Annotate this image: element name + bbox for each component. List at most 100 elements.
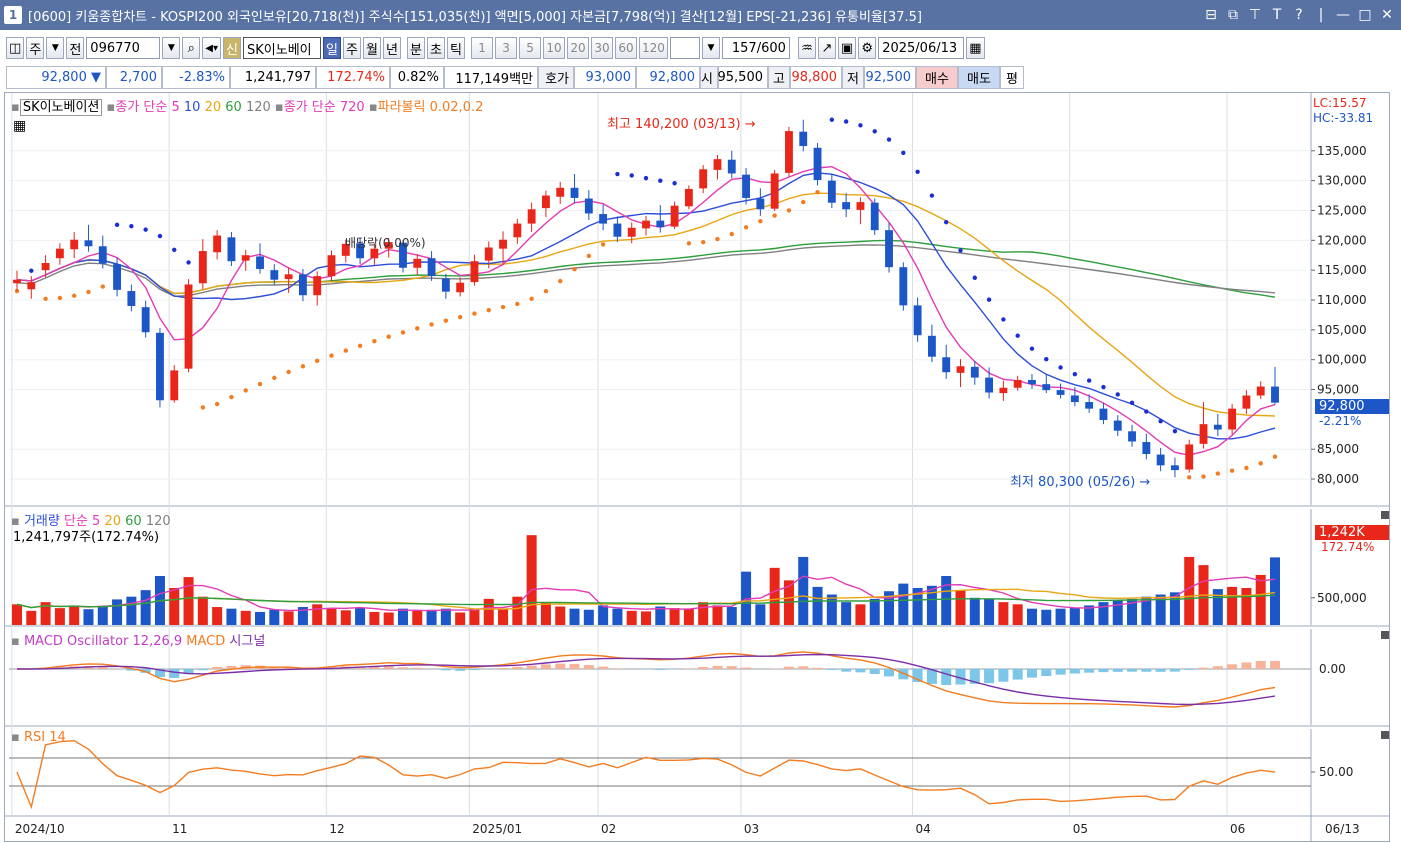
count-input[interactable]: 157/600 <box>721 37 790 59</box>
sar-dot <box>429 322 434 327</box>
tab-tick[interactable]: 틱 <box>447 37 466 59</box>
tab-day[interactable]: 일 <box>323 37 342 59</box>
candle-body <box>885 230 893 268</box>
price-tick-label: 100,000 <box>1317 353 1367 367</box>
bid-price: 92,800 <box>636 66 700 89</box>
candle-body <box>384 242 393 249</box>
candle-body <box>656 220 665 228</box>
vma60-label: 60 <box>125 514 142 529</box>
vma5-label: 5 <box>92 514 101 529</box>
interval-20[interactable]: 20 <box>567 37 590 59</box>
volume-label[interactable]: 거래량 <box>23 514 60 529</box>
macd-oscillator-bar <box>826 669 837 670</box>
interval-1[interactable]: 1 <box>471 37 494 59</box>
layout-icon[interactable]: ⊟ <box>1205 7 1217 23</box>
volume-tag: 1,242K <box>1315 525 1389 540</box>
tab-month[interactable]: 월 <box>363 37 382 59</box>
interval-dropdown-icon[interactable]: ▼ <box>701 37 720 59</box>
tab-second[interactable]: 초 <box>427 37 446 59</box>
interval-5[interactable]: 5 <box>519 37 542 59</box>
stock-code-input[interactable]: 096770 <box>86 37 161 59</box>
volume-bar <box>283 611 294 625</box>
price-tick-label: 130,000 <box>1317 174 1367 188</box>
font-icon[interactable]: T <box>1272 7 1282 23</box>
volume-bar <box>1026 608 1037 625</box>
candle-body <box>899 267 908 306</box>
sar-dot <box>600 242 606 247</box>
candle-body <box>1056 390 1065 395</box>
dropdown-arrow-icon[interactable]: ▼ <box>46 37 65 59</box>
interval-30[interactable]: 30 <box>591 37 614 59</box>
ma720-label: 720 <box>339 100 365 115</box>
search-icon[interactable]: ⌕ <box>182 37 201 59</box>
maximize-icon[interactable]: □ <box>1358 7 1372 23</box>
sar-dot <box>886 137 892 142</box>
sar-dot <box>86 289 91 295</box>
minimize-icon[interactable]: — <box>1336 7 1350 23</box>
new-badge[interactable]: 신 <box>223 37 242 59</box>
panel-close-icon[interactable] <box>1381 731 1389 739</box>
interval-3[interactable]: 3 <box>495 37 518 59</box>
stock-name-label[interactable]: SK이노베이션 <box>19 99 103 116</box>
volume-bar <box>140 590 151 625</box>
buy-button[interactable]: 매수 <box>916 66 958 89</box>
restore-small-icon[interactable]: ⧉ <box>1228 7 1238 23</box>
candle-body <box>1213 424 1222 430</box>
close-icon[interactable]: ✕ <box>1381 7 1393 23</box>
interval-60[interactable]: 60 <box>615 37 638 59</box>
sar-dot <box>1201 474 1206 479</box>
x-axis-label: 02 <box>601 822 616 836</box>
volume-bar <box>1241 587 1252 625</box>
chart-type-icon[interactable]: ◫ <box>6 37 25 59</box>
price-legend: ▪ SK이노베이션 ▪종가 단순 5 10 20 60 120 ▪종가 단순 72… <box>11 99 484 116</box>
rsi-label[interactable]: RSI 14 <box>23 730 66 745</box>
prev-button[interactable]: 전 <box>66 37 85 59</box>
code-dropdown-icon[interactable]: ▼ <box>162 37 181 59</box>
panel-close-icon[interactable] <box>1381 511 1389 519</box>
count-max: /600 <box>756 40 786 56</box>
tab-week[interactable]: 주 <box>343 37 362 59</box>
data-table-icon[interactable]: ▦ <box>13 118 27 134</box>
binoculars-icon[interactable]: ♒ <box>797 37 816 59</box>
date-input[interactable]: 2025/06/13 <box>878 37 965 59</box>
tab-minute[interactable]: 분 <box>407 37 426 59</box>
help-icon[interactable]: ? <box>1295 7 1303 23</box>
sar-dot <box>300 364 306 369</box>
vma20-label: 20 <box>104 514 122 529</box>
gear-icon[interactable]: ⚙ <box>858 37 877 59</box>
high-label: 고 <box>768 66 790 89</box>
macd-osc-label[interactable]: MACD Oscillator 12,26,9 <box>23 634 183 649</box>
sar-dot <box>586 253 592 259</box>
chart-canvas: 2024/10 11 12 2025/01 02 03 04 05 06 06/13 135,000… <box>5 93 1389 841</box>
pin-icon[interactable]: ⊤ <box>1248 7 1262 23</box>
sar-label[interactable]: 파라볼릭 0.02,0.2 <box>377 100 484 115</box>
price-tick-label: 125,000 <box>1317 203 1367 217</box>
ma2-label[interactable]: 종가 단순 <box>283 100 336 115</box>
sar-dot <box>872 129 877 134</box>
avg-button[interactable]: 평 <box>1000 66 1024 89</box>
period-week-button[interactable]: 주 <box>26 37 45 59</box>
calendar-icon[interactable]: ▦ <box>966 37 985 59</box>
volume-bar <box>1098 602 1109 625</box>
macd-oscillator-bar <box>884 669 895 677</box>
volume-bar <box>526 535 537 625</box>
macd-oscillator-bar <box>455 669 466 671</box>
price-tick-label: 110,000 <box>1317 293 1367 307</box>
separator-icon: | <box>1318 7 1324 23</box>
panel-close-icon[interactable] <box>1381 631 1389 639</box>
stock-name-field[interactable]: SK이노베이 <box>243 37 322 59</box>
candle-body <box>399 242 407 268</box>
trend-tool-icon[interactable]: ↗ <box>817 37 836 59</box>
interval-120[interactable]: 120 <box>639 37 668 59</box>
candle-body <box>1256 386 1265 396</box>
chart-area[interactable]: 2024/10 11 12 2025/01 02 03 04 05 06 06/13 135,000… <box>4 92 1390 842</box>
interval-10[interactable]: 10 <box>543 37 566 59</box>
sell-button[interactable]: 매도 <box>958 66 1000 89</box>
candle-body <box>1242 395 1251 409</box>
tab-year[interactable]: 년 <box>383 37 402 59</box>
ma-label[interactable]: 종가 단순 <box>115 100 168 115</box>
save-icon[interactable]: ▣ <box>837 37 857 59</box>
interval-custom-input[interactable] <box>669 37 700 59</box>
sound-icon[interactable]: ◀▾ <box>202 37 222 59</box>
sar-dot <box>1272 454 1278 459</box>
